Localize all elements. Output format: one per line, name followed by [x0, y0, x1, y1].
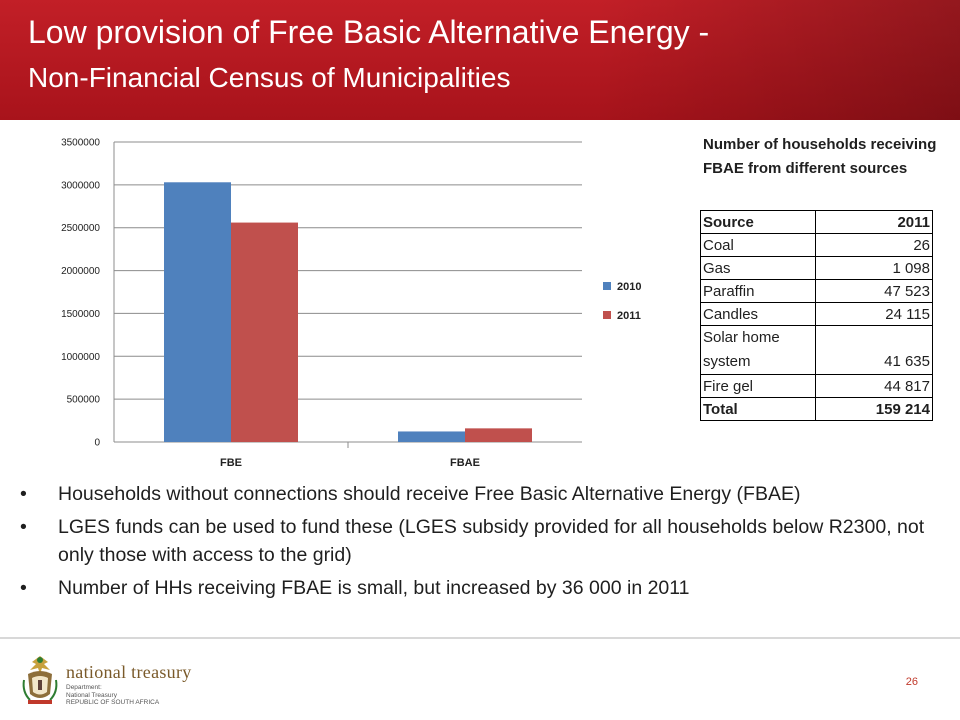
table-cell-source: Coal	[700, 233, 816, 257]
bar-chart-svg: 0 500000 1000000 1500000 2000000 2500000 30000…	[61, 138, 641, 470]
table-cell-source: Gas	[700, 256, 816, 280]
table-row: Gas 1 098	[700, 256, 934, 280]
table-total-row: Total 159 214	[700, 397, 934, 421]
bullet-dot: •	[20, 577, 27, 599]
table-cell-value: 47 523	[814, 279, 934, 303]
table-row: Fire gel 44 817	[700, 374, 934, 398]
bar-2011-FBE	[231, 222, 298, 442]
y-tick-label: 2500000	[61, 223, 100, 234]
logo-department: Department: National Treasury REPUBLIC O…	[66, 684, 159, 707]
bullet-dot: •	[20, 483, 27, 505]
coat-of-arms-icon	[22, 656, 58, 704]
legend-swatch-2010	[603, 282, 611, 290]
bullet-text: Households without connections should re…	[58, 483, 801, 505]
slide-title-line2: Non-Financial Census of Municipalities	[28, 62, 511, 93]
banner-shade	[600, 0, 960, 120]
bullet-item: • Households without connections should r…	[20, 480, 930, 508]
y-tick-label: 3500000	[61, 138, 100, 149]
x-tick-label: FBAE	[450, 457, 480, 469]
bullet-text: LGES funds can be used to fund these (LG…	[58, 516, 925, 566]
table-caption: Number of households receiving FBAE from…	[703, 136, 937, 177]
x-tick-label: FBE	[220, 457, 242, 469]
table-cell-value: 41 635	[814, 325, 934, 375]
bullet-list: • Households without connections should r…	[20, 480, 930, 607]
slide-title: Low provision of Free Basic Alternative …	[28, 10, 938, 100]
logo-dept-line: Department:	[66, 684, 102, 691]
table-header-year: 2011	[814, 210, 934, 234]
table-header-source: Source	[700, 210, 816, 234]
bar-chart: 0 500000 1000000 1500000 2000000 2500000 30000…	[30, 128, 670, 478]
bar-2010-FBE	[164, 182, 231, 442]
y-tick-label: 500000	[67, 395, 101, 406]
logo-dept-line: REPUBLIC OF SOUTH AFRICA	[66, 699, 160, 706]
legend-label-2011: 2011	[617, 310, 641, 322]
table-cell-value: 1 098	[814, 256, 934, 280]
table-total-label: Total	[700, 397, 816, 421]
table-cell-source: Solar home system	[700, 325, 816, 375]
table-header-row: Source 2011	[700, 210, 934, 234]
table-row: Coal 26	[700, 233, 934, 257]
table-cell-value: 26	[814, 233, 934, 257]
fbae-sources-table: Source 2011 Coal 26 Gas 1 098 Paraffin 4…	[700, 210, 934, 421]
bar-2010-FBAE	[398, 431, 465, 442]
page-number: 26	[905, 676, 918, 688]
table-total-value: 159 214	[814, 397, 934, 421]
table-cell-source: Paraffin	[700, 279, 816, 303]
table-row: Solar home system 41 635	[700, 325, 934, 375]
table-cell-value: 24 115	[814, 302, 934, 326]
legend-swatch-2011	[603, 311, 611, 319]
table-row: Paraffin 47 523	[700, 279, 934, 303]
legend-label-2010: 2010	[617, 281, 641, 293]
table-cell-source: Candles	[700, 302, 816, 326]
footer-divider	[0, 637, 960, 639]
bullet-dot: •	[20, 516, 27, 538]
table-row: Candles 24 115	[700, 302, 934, 326]
logo-dept-line: National Treasury	[66, 691, 117, 699]
y-tick-label: 1000000	[61, 352, 100, 363]
table-cell-value: 44 817	[814, 374, 934, 398]
bullet-item: • Number of HHs receiving FBAE is small, …	[20, 574, 930, 602]
bar-2011-FBAE	[465, 428, 532, 442]
bullet-text: Number of HHs receiving FBAE is small, b…	[58, 577, 690, 599]
y-tick-label: 2000000	[61, 266, 100, 277]
y-tick-label: 3000000	[61, 180, 100, 191]
slide-title-line1: Low provision of Free Basic Alternative …	[28, 14, 710, 50]
y-tick-label: 1500000	[61, 309, 100, 320]
y-tick-label: 0	[94, 438, 100, 449]
coat-of-arms-logo	[22, 656, 58, 704]
title-banner	[0, 0, 960, 120]
logo-name: national treasury	[66, 662, 192, 682]
table-cell-source: Fire gel	[700, 374, 816, 398]
bullet-item: • LGES funds can be used to fund these (L…	[20, 513, 930, 569]
